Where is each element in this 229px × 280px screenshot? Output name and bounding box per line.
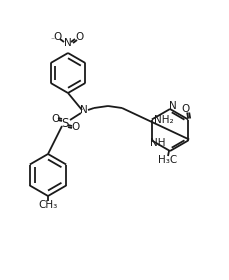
Text: O: O	[53, 32, 61, 42]
Text: N: N	[64, 38, 72, 48]
Text: O: O	[51, 114, 59, 124]
Text: O: O	[71, 122, 79, 132]
Text: O: O	[75, 32, 83, 42]
Text: O: O	[181, 104, 189, 113]
Text: S: S	[61, 116, 69, 130]
Text: N: N	[169, 101, 177, 111]
Text: NH: NH	[150, 137, 166, 148]
Text: NH₂: NH₂	[154, 115, 174, 125]
Text: N: N	[80, 105, 88, 115]
Text: CH₃: CH₃	[38, 200, 58, 210]
Text: H₃C: H₃C	[158, 155, 178, 165]
Text: ⁻: ⁻	[50, 36, 54, 45]
